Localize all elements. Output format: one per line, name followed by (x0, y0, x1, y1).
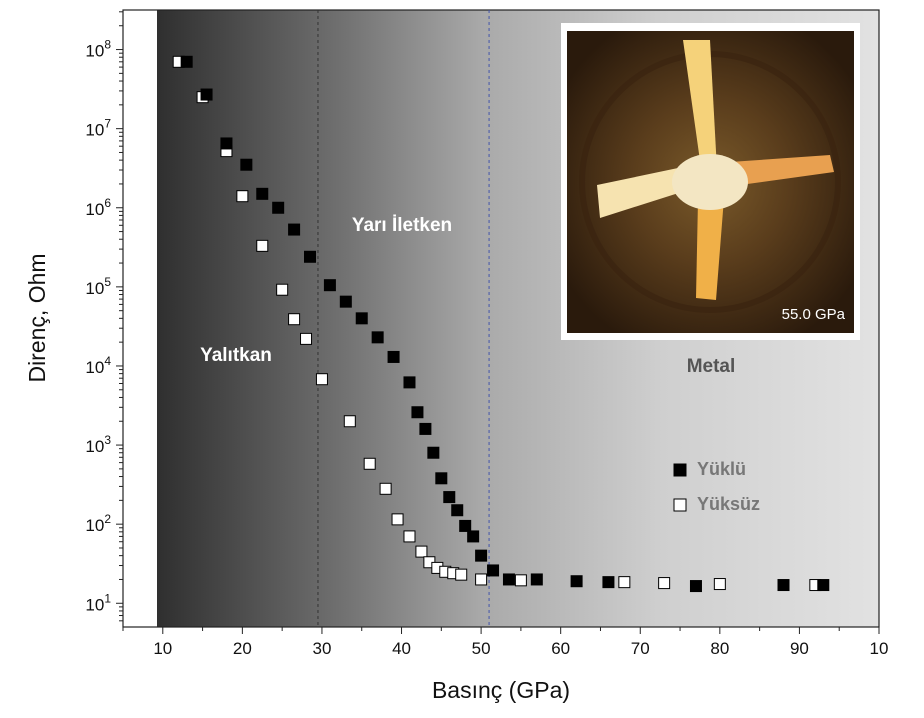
data-point-unloaded (379, 482, 392, 495)
x-tick-label: 20 (233, 639, 252, 658)
data-point-loaded (777, 579, 790, 592)
y-axis-title: Direnç, Ohm (24, 253, 50, 382)
y-tick-label: 103 (85, 433, 111, 456)
data-point-unloaded (256, 239, 269, 252)
x-tick-label: 50 (472, 639, 491, 658)
data-point-unloaded (288, 313, 301, 326)
data-point-loaded (371, 331, 384, 344)
data-point-unloaded (475, 573, 488, 586)
data-point-unloaded (236, 190, 249, 203)
x-axis-ticks: 10 20 30 40 50 60 70 80 90 10 (122, 627, 889, 658)
data-point-loaded (530, 573, 543, 586)
y-tick-label: 108 (85, 38, 111, 61)
inset-photo: 55.0 GPa (561, 23, 860, 340)
x-tick-label: 10 (153, 639, 172, 658)
legend-marker-unloaded (673, 498, 687, 512)
data-point-unloaded (658, 577, 671, 590)
y-tick-label: 107 (85, 117, 111, 140)
data-point-loaded (323, 279, 336, 292)
data-point-loaded (443, 491, 456, 504)
data-point-loaded (403, 376, 416, 389)
data-series (172, 55, 830, 593)
data-point-unloaded (343, 415, 356, 428)
legend-label-unloaded: Yüksüz (697, 494, 760, 514)
x-axis-title: Basınç (GPa) (432, 677, 570, 703)
data-point-loaded (288, 223, 301, 236)
data-point-loaded (475, 549, 488, 562)
data-point-loaded (180, 55, 193, 68)
data-point-unloaded (276, 283, 289, 296)
data-point-unloaded (403, 530, 416, 543)
data-point-loaded (355, 312, 368, 325)
inset-pressure-caption: 55.0 GPa (782, 306, 846, 323)
y-tick-label: 101 (85, 591, 111, 614)
data-point-unloaded (713, 578, 726, 591)
data-point-loaded (220, 137, 233, 150)
x-tick-label: 10 (870, 639, 889, 658)
data-point-loaded (459, 519, 472, 532)
x-tick-label: 60 (551, 639, 570, 658)
x-tick-label: 90 (790, 639, 809, 658)
data-point-unloaded (618, 576, 631, 589)
data-point-unloaded (391, 513, 404, 526)
data-point-loaded (304, 250, 317, 263)
data-point-unloaded (415, 545, 428, 558)
data-point-loaded (419, 422, 432, 435)
data-point-loaded (272, 201, 285, 214)
data-point-loaded (411, 406, 424, 419)
data-point-loaded (339, 295, 352, 308)
data-point-loaded (487, 564, 500, 577)
data-point-loaded (817, 579, 830, 592)
region-label-insulator: Yalıtkan (200, 345, 272, 366)
data-point-unloaded (315, 373, 328, 386)
data-point-loaded (570, 575, 583, 588)
data-point-unloaded (455, 568, 468, 581)
data-point-unloaded (514, 574, 527, 587)
y-tick-label: 106 (85, 196, 111, 219)
legend-marker-loaded (673, 463, 687, 477)
data-point-loaded (451, 504, 464, 517)
data-point-loaded (240, 158, 253, 171)
data-point-unloaded (300, 332, 313, 345)
data-point-unloaded (363, 457, 376, 470)
x-tick-label: 30 (312, 639, 331, 658)
data-point-loaded (689, 580, 702, 593)
region-label-semiconductor: Yarı İletken (352, 215, 452, 236)
y-axis-ticks: 101 102 103 104 105 106 107 108 (85, 11, 123, 622)
data-point-loaded (200, 88, 213, 101)
x-tick-label: 40 (392, 639, 411, 658)
x-tick-label: 80 (710, 639, 729, 658)
legend: Yüklü Yüksüz (673, 459, 760, 514)
y-tick-label: 102 (85, 512, 111, 535)
legend-label-loaded: Yüklü (697, 459, 746, 479)
data-point-loaded (502, 573, 515, 586)
data-point-loaded (256, 187, 269, 200)
data-point-loaded (427, 446, 440, 459)
data-point-loaded (467, 530, 480, 543)
region-label-metal: Metal (687, 356, 736, 377)
x-tick-label: 70 (631, 639, 650, 658)
y-tick-label: 105 (85, 275, 111, 298)
data-point-loaded (387, 350, 400, 363)
y-tick-label: 104 (85, 354, 111, 377)
data-point-loaded (435, 472, 448, 485)
data-point-loaded (602, 576, 615, 589)
